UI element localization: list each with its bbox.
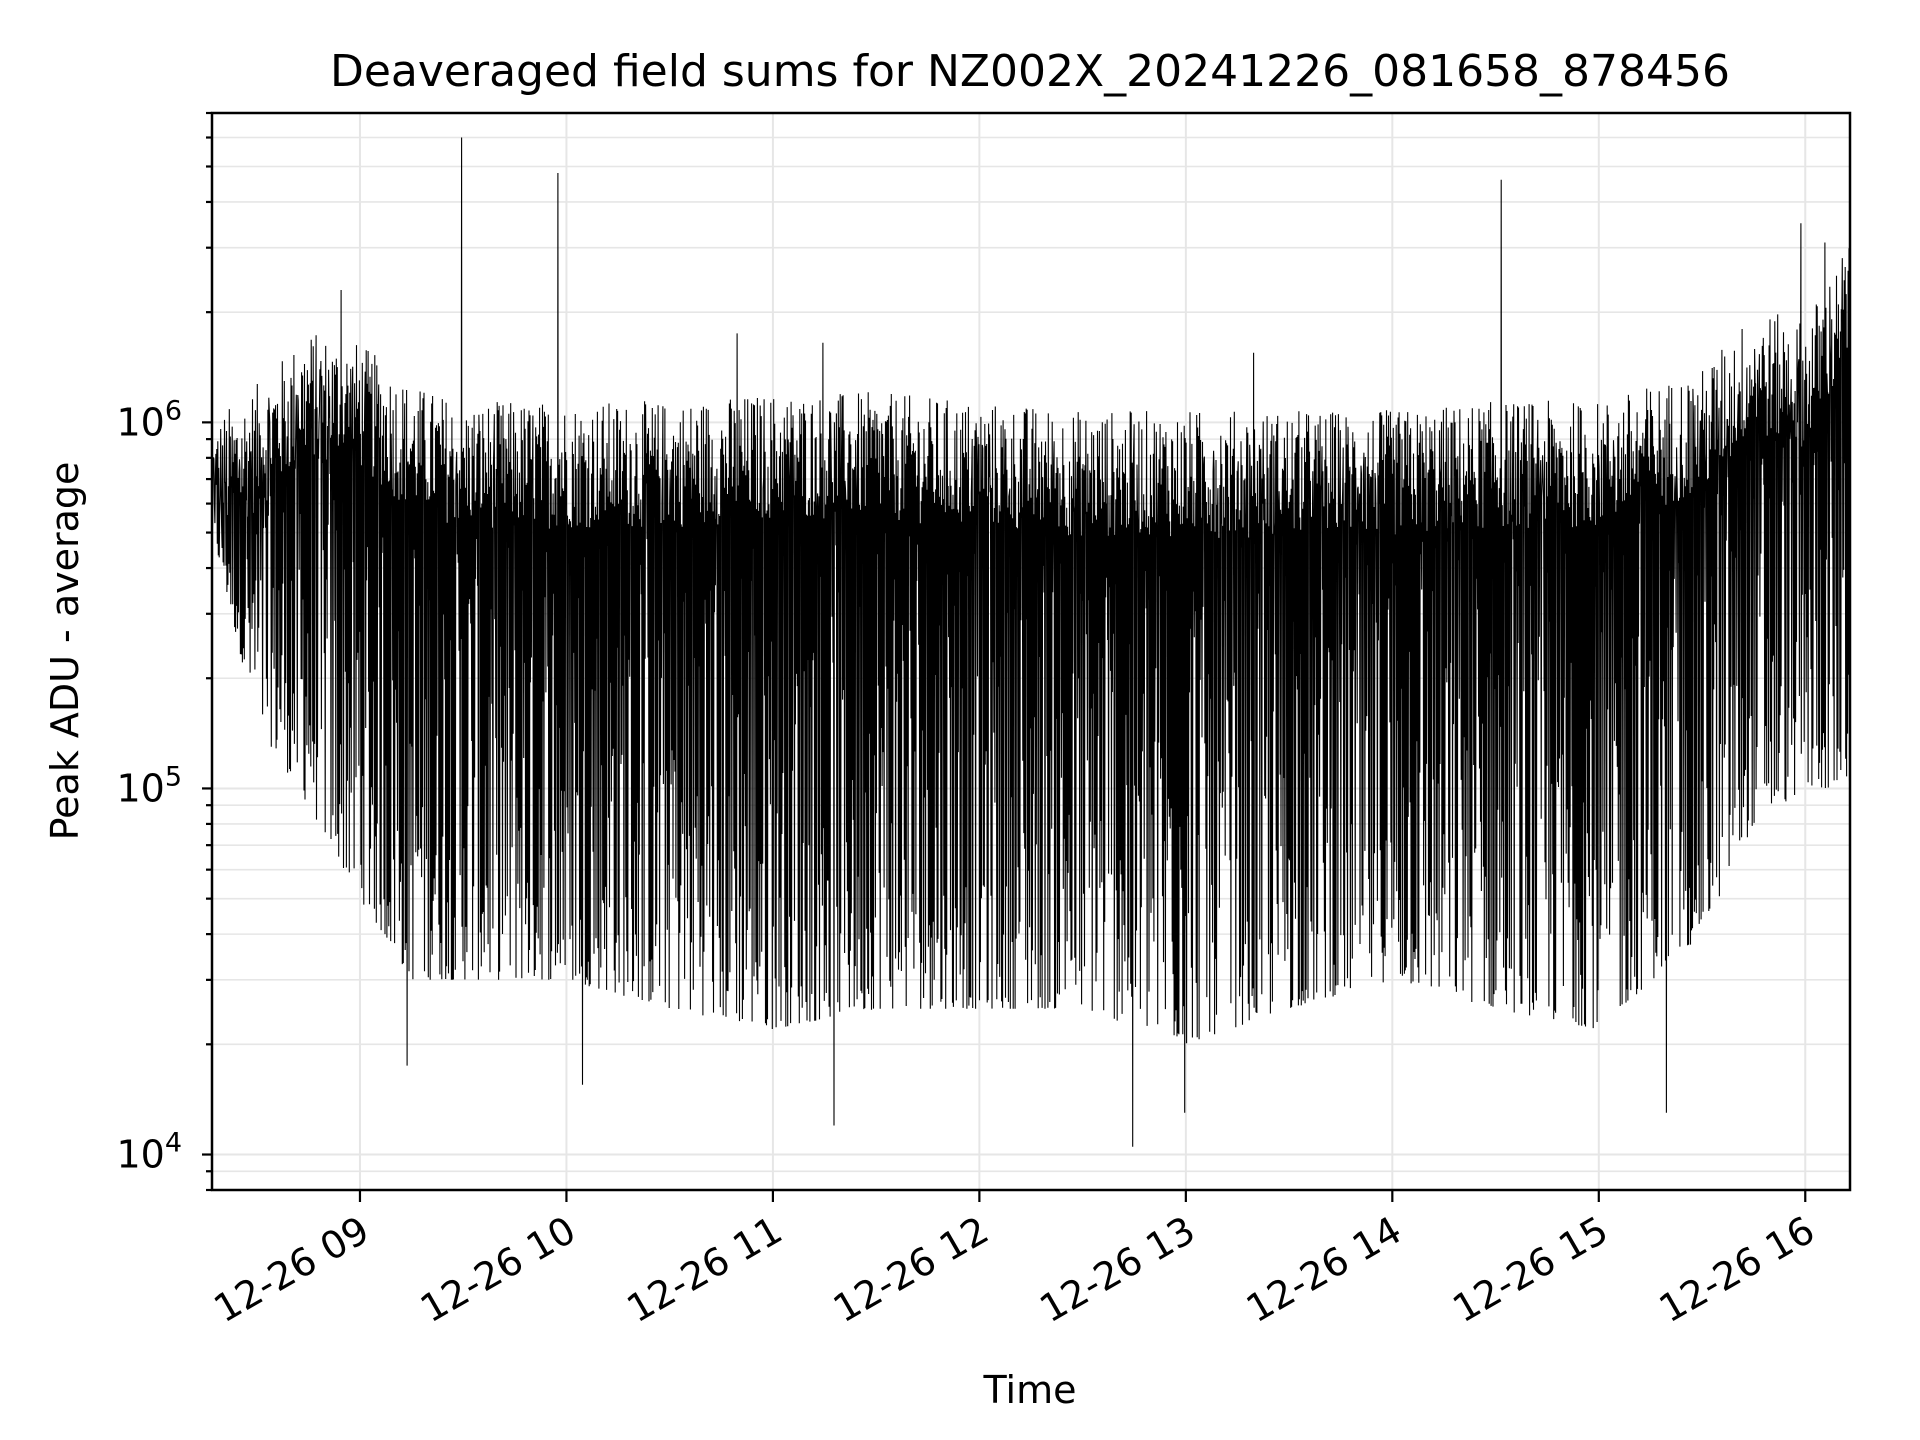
x-axis-ticks: 12-26 09 12-26 10 12-26 11 12-26 12 12-26 13…: [207, 1190, 1822, 1331]
x-tick-label: 12-26 14: [1239, 1208, 1409, 1332]
y-tick-label: 105: [116, 761, 182, 810]
x-tick-label: 12-26 13: [1032, 1208, 1202, 1332]
plot-frame: [210, 111, 1852, 1192]
x-tick-label: 12-26 16: [1652, 1208, 1822, 1332]
x-axis-label: Time: [983, 1368, 1077, 1412]
x-tick-label: 12-26 11: [619, 1208, 789, 1332]
data-series: [211, 137, 1851, 1147]
y-tick-label: 104: [116, 1128, 182, 1177]
y-tick-label: 106: [116, 395, 182, 444]
y-axis-label: Peak ADU - average: [43, 462, 87, 841]
series-line: [211, 137, 1851, 1147]
y-axis-ticks: 104 105 106: [116, 111, 212, 1192]
x-tick-label: 12-26 09: [207, 1208, 377, 1332]
x-tick-label: 12-26 12: [826, 1208, 996, 1332]
chart-title: Deaveraged field sums for NZ002X_2024122…: [330, 46, 1730, 97]
x-tick-label: 12-26 10: [413, 1208, 583, 1332]
x-tick-label: 12-26 15: [1445, 1208, 1615, 1332]
